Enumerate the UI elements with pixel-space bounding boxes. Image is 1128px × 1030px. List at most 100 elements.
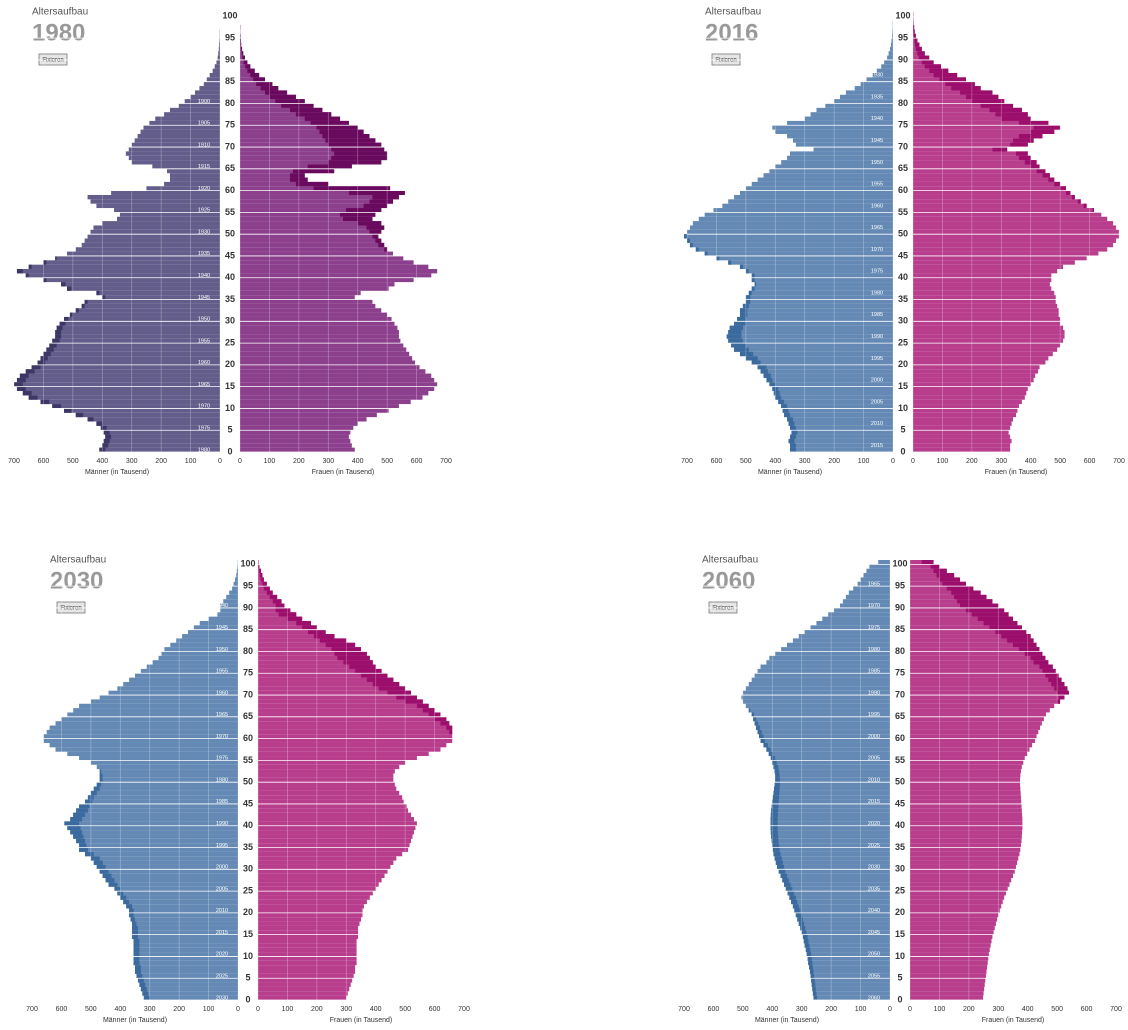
- female-excess: [977, 616, 1013, 621]
- x-tick-label: 0: [908, 1006, 912, 1013]
- cohort-label: 2055: [868, 973, 880, 979]
- cohort-label: 1970: [198, 404, 210, 410]
- female-bar: [910, 799, 1022, 804]
- male-excess: [114, 886, 121, 892]
- male-bar: [737, 316, 893, 322]
- age-tick-label: 10: [225, 403, 235, 413]
- female-excess: [290, 177, 308, 182]
- male-bar: [792, 638, 890, 643]
- fixieren-button[interactable]: Fixieren: [60, 606, 81, 612]
- female-excess: [349, 664, 376, 669]
- male-bar: [176, 638, 238, 643]
- female-excess: [247, 68, 255, 73]
- male-excess: [52, 338, 60, 344]
- female-bar: [913, 404, 1019, 409]
- male-excess: [782, 408, 789, 413]
- age-tick-label: 65: [895, 711, 905, 721]
- male-excess: [759, 734, 764, 739]
- age-tick-label: 85: [898, 76, 908, 86]
- cohort-label: 1910: [198, 142, 210, 148]
- female-bar: [913, 190, 1071, 195]
- female-bar: [913, 221, 1114, 226]
- female-excess: [957, 599, 993, 604]
- male-excess: [737, 316, 746, 322]
- female-excess: [287, 616, 303, 621]
- male-bar: [788, 421, 893, 426]
- female-excess: [983, 620, 1018, 626]
- female-bar: [258, 991, 348, 996]
- male-bar: [770, 812, 890, 818]
- female-bar: [913, 125, 1061, 130]
- male-bar: [208, 616, 238, 621]
- male-excess: [770, 756, 776, 761]
- fixieren-button[interactable]: Fixieren: [715, 58, 736, 64]
- female-bar: [240, 364, 420, 370]
- female-excess: [946, 586, 974, 591]
- age-tick-label: 60: [225, 185, 235, 195]
- male-bar: [164, 112, 220, 117]
- cohort-label: 1965: [198, 382, 210, 388]
- female-bar: [910, 925, 995, 931]
- male-excess: [716, 255, 720, 261]
- female-bar: [913, 129, 1055, 134]
- x-tick-label: 300: [992, 1006, 1004, 1013]
- female-bar: [913, 412, 1016, 418]
- x-tick-label: 700: [458, 1006, 470, 1013]
- female-excess: [913, 33, 916, 39]
- male-excess: [142, 991, 149, 996]
- male-excess: [748, 290, 752, 296]
- female-bar: [913, 264, 1064, 270]
- female-bar: [258, 612, 297, 617]
- female-bar: [913, 208, 1094, 213]
- female-bar: [910, 782, 1021, 787]
- male-excess: [61, 282, 66, 287]
- fixieren-button[interactable]: Fixieren: [42, 58, 63, 64]
- fixieren-button[interactable]: Fixieren: [712, 606, 733, 612]
- female-bar: [910, 895, 1005, 900]
- male-excess: [745, 269, 749, 274]
- female-excess: [325, 138, 376, 143]
- female-excess: [337, 655, 370, 661]
- male-excess: [776, 864, 785, 870]
- male-excess: [788, 421, 795, 426]
- x-tick-label: 200: [311, 1006, 323, 1013]
- x-tick-label: 500: [67, 458, 79, 465]
- male-excess: [742, 303, 749, 309]
- male-bar: [56, 325, 220, 331]
- male-excess: [784, 882, 791, 887]
- female-excess: [302, 625, 317, 630]
- male-bar: [79, 756, 238, 761]
- female-excess: [295, 181, 329, 187]
- button-frame[interactable]: [38, 53, 68, 66]
- male-bar: [728, 330, 893, 335]
- female-bar: [910, 668, 1056, 674]
- male-bar: [840, 94, 893, 100]
- male-bar: [772, 799, 890, 804]
- male-bar: [803, 939, 890, 944]
- female-bar: [910, 808, 1022, 813]
- female-bar: [910, 651, 1043, 656]
- female-excess: [259, 568, 261, 574]
- female-bar: [240, 343, 404, 348]
- female-excess: [913, 25, 915, 30]
- male-bar: [787, 155, 893, 161]
- female-excess: [357, 221, 382, 226]
- button-frame[interactable]: [56, 601, 86, 614]
- button-frame[interactable]: [708, 601, 738, 614]
- female-bar: [240, 129, 364, 134]
- male-bar: [114, 886, 238, 892]
- x-tick-label: 700: [8, 458, 20, 465]
- male-excess: [90, 790, 97, 796]
- male-excess: [775, 773, 780, 778]
- female-bar: [258, 943, 357, 948]
- female-bar: [240, 147, 385, 152]
- female-bar: [913, 251, 1099, 256]
- female-excess: [1030, 129, 1055, 134]
- female-bar: [910, 908, 1000, 913]
- female-excess: [290, 107, 323, 113]
- female-bar: [240, 125, 358, 130]
- button-frame[interactable]: [711, 53, 741, 66]
- female-bar: [258, 873, 385, 879]
- x-tick-label: 300: [799, 458, 811, 465]
- male-excess: [756, 725, 760, 730]
